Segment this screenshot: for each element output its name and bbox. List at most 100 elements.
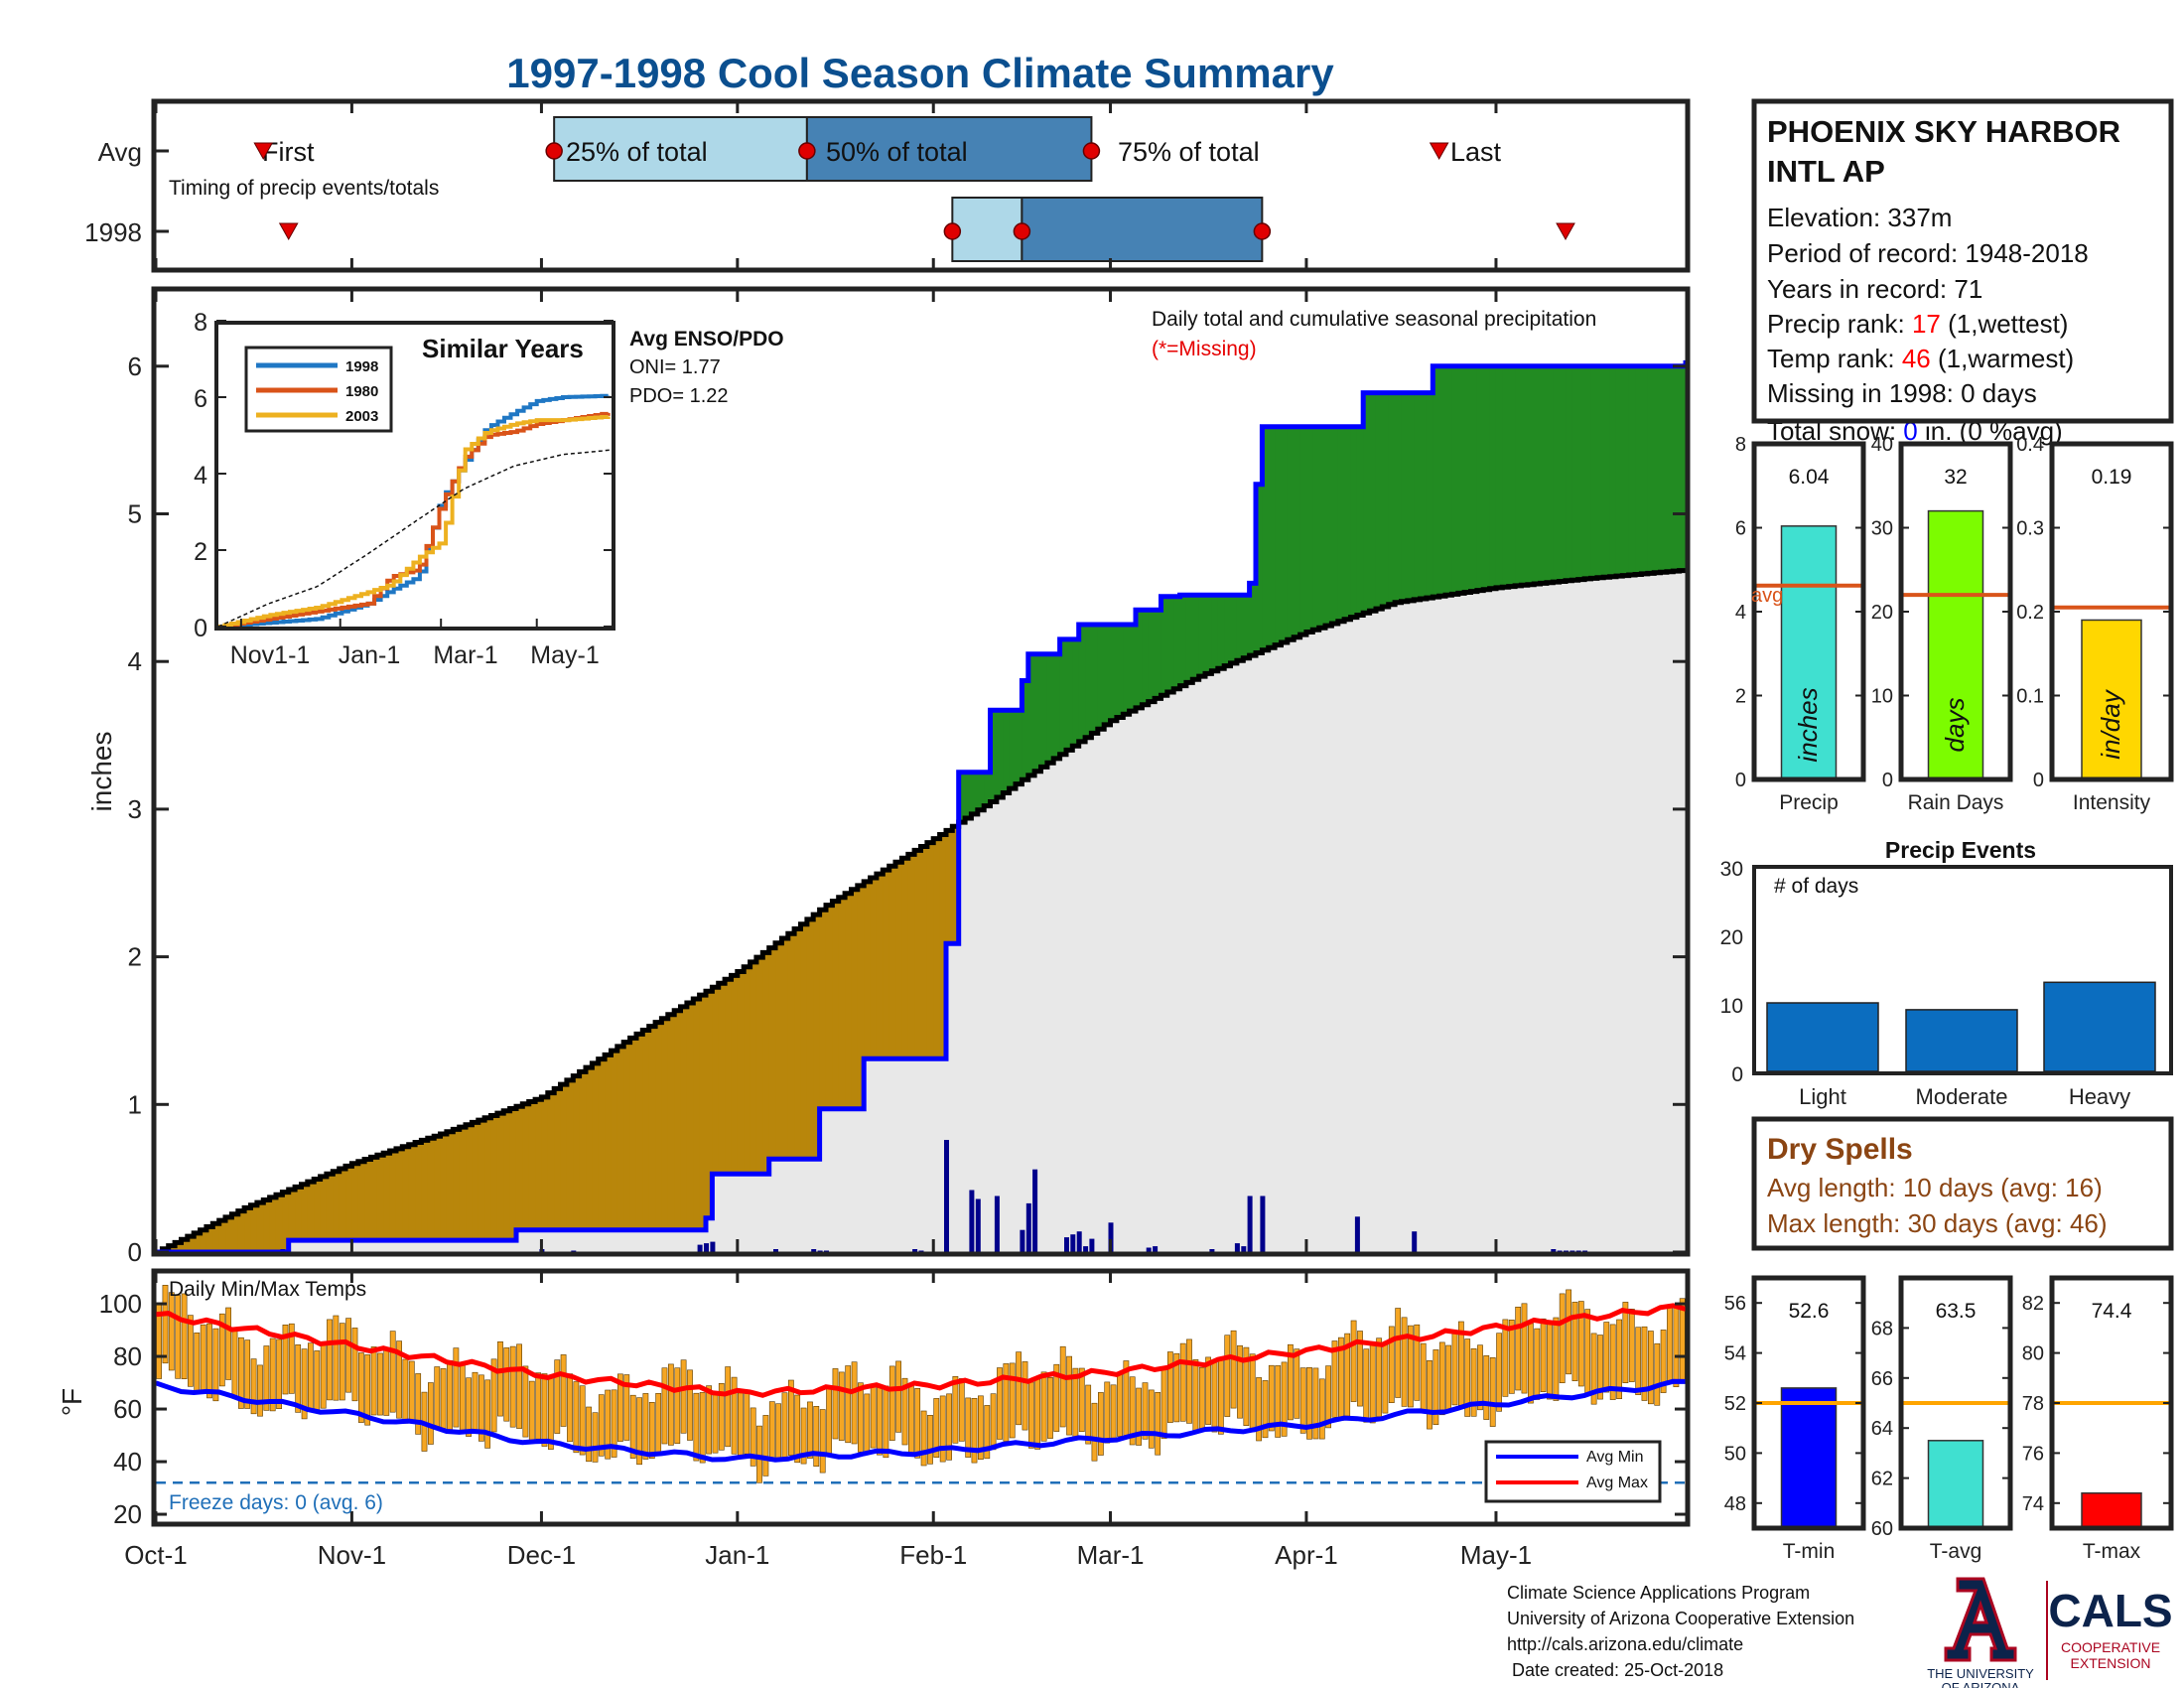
tavg-stat-bar xyxy=(1927,1440,1984,1529)
above-average-area xyxy=(1046,653,1054,764)
daily-temp-bar xyxy=(1186,1338,1192,1424)
timing-caption: Timing of precip events/totals xyxy=(169,177,439,200)
above-average-area xyxy=(1553,365,1561,583)
daily-temp-bar xyxy=(1584,1309,1591,1395)
below-average-area xyxy=(667,1014,675,1230)
above-average-area xyxy=(1211,595,1219,671)
daily-temp-bar xyxy=(567,1373,573,1443)
above-average-area xyxy=(1483,365,1491,590)
daily-temp-bar xyxy=(787,1379,794,1456)
precip-ylabel: inches xyxy=(86,732,117,812)
daily-temp-bar xyxy=(687,1369,693,1441)
daily-temp-bar xyxy=(1350,1320,1357,1402)
above-average-area xyxy=(1224,595,1232,666)
avg-q50-marker xyxy=(798,142,816,160)
below-average-area xyxy=(357,1161,365,1241)
daily-temp-bar xyxy=(1660,1330,1667,1393)
daily-temp-bar xyxy=(895,1360,901,1433)
above-average-area xyxy=(1375,392,1383,610)
timing-avg-label: Avg xyxy=(98,137,142,167)
daily-temp-bar xyxy=(1243,1346,1250,1426)
daily-temp-bar xyxy=(667,1363,674,1446)
below-average-area xyxy=(864,881,872,1059)
temp-panel-frame xyxy=(151,1268,1691,1527)
above-average-area xyxy=(1136,610,1143,708)
daily-temp-bar xyxy=(573,1381,580,1454)
avg-min-line xyxy=(155,1378,1687,1463)
daily-precip-bar xyxy=(697,1244,703,1252)
above-average-area xyxy=(1325,426,1333,627)
daily-temp-bar xyxy=(1408,1325,1414,1408)
above-average-area xyxy=(1350,426,1358,618)
date-xtick-label: Feb-1 xyxy=(899,1540,967,1570)
daily-temp-bar xyxy=(1559,1293,1566,1384)
daily-temp-bar xyxy=(699,1392,706,1464)
daily-temp-bar xyxy=(320,1343,327,1409)
below-average-area xyxy=(427,1138,435,1241)
daily-temp-bar xyxy=(1376,1337,1382,1418)
above-average-area xyxy=(1236,595,1244,661)
daily-temp-bar xyxy=(1179,1342,1186,1422)
daily-temp-bar xyxy=(1218,1356,1224,1435)
cals-logo: CALS COOPERATIVE EXTENSION xyxy=(2048,1585,2172,1671)
temp-ytick-label: 80 xyxy=(113,1341,142,1371)
above-average-area xyxy=(1673,365,1681,572)
precip-panel: 0 1 2 3 4 5 6 inches Daily total and cumulativ… xyxy=(86,286,1691,1267)
below-average-area xyxy=(642,1030,650,1230)
inset-ytick: 8 xyxy=(194,309,207,337)
below-average-area xyxy=(945,830,953,944)
above-average-area xyxy=(1476,365,1484,591)
daily-temp-bar xyxy=(1167,1351,1173,1423)
above-average-area xyxy=(1110,625,1118,721)
precip-events-yticks: 0 10 20 30 xyxy=(1720,858,1743,1086)
date-xtick-label: Oct-1 xyxy=(124,1540,188,1570)
below-average-area xyxy=(648,1026,656,1230)
above-average-area xyxy=(1116,625,1124,718)
daily-temp-bar xyxy=(295,1344,302,1413)
temp-ytick-label: 40 xyxy=(113,1447,142,1477)
similar-years-inset: Similar Years 1998 1980 2003 0 2 4 6 8 N… xyxy=(194,309,615,669)
above-average-area xyxy=(1584,365,1592,579)
raindays-stat-unit-label: days xyxy=(1940,698,1970,753)
temp-rank-label: Temp rank: xyxy=(1767,344,1902,373)
timing-frame xyxy=(151,98,1691,273)
daily-temp-bar xyxy=(592,1412,599,1463)
tmax-stat-ytick-label: 76 xyxy=(2022,1443,2044,1465)
daily-temp-bar xyxy=(1022,1361,1028,1431)
daily-temp-bar xyxy=(282,1325,289,1395)
below-average-area xyxy=(466,1124,473,1241)
above-average-area xyxy=(1451,365,1459,595)
daily-precip-bar xyxy=(1582,1250,1588,1252)
intensity-stat-ytick-label: 0.1 xyxy=(2016,686,2044,708)
daily-precip-bar xyxy=(1020,1229,1025,1252)
daily-temp-bar xyxy=(250,1358,257,1415)
below-average-area xyxy=(762,952,770,1175)
above-average-area xyxy=(1508,365,1516,587)
above-average-area xyxy=(1546,365,1554,583)
daily-temp-bar xyxy=(383,1346,390,1416)
daily-precip-bar xyxy=(969,1190,975,1252)
date-xtick-label: Dec-1 xyxy=(507,1540,576,1570)
daily-precip-bar xyxy=(1234,1243,1240,1252)
below-average-area xyxy=(718,983,726,1175)
daily-temp-bar xyxy=(623,1374,630,1441)
dry-spells-frame xyxy=(1751,1116,2174,1251)
above-average-area xyxy=(1065,638,1073,751)
daily-temp-bar xyxy=(1262,1380,1269,1439)
daily-temp-bar xyxy=(276,1338,282,1410)
daily-temp-bar xyxy=(327,1319,333,1401)
daily-precip-bar xyxy=(1146,1247,1152,1252)
precip-stat-bar xyxy=(1780,525,1838,780)
daily-temp-bar xyxy=(1357,1331,1363,1407)
above-average-area xyxy=(1217,595,1225,669)
above-average-area xyxy=(1660,365,1668,573)
daily-temp-bar xyxy=(958,1378,965,1442)
daily-temp-bar xyxy=(1003,1363,1010,1442)
above-average-area xyxy=(1515,365,1523,586)
daily-temp-bar xyxy=(744,1393,751,1455)
year-q25-marker xyxy=(943,222,962,240)
legend-label-1998: 1998 xyxy=(345,358,378,375)
daily-precip-bar xyxy=(1260,1196,1266,1252)
daily-temp-bar xyxy=(1136,1387,1142,1446)
tavg-stat-value-label: 63.5 xyxy=(1936,1300,1977,1323)
